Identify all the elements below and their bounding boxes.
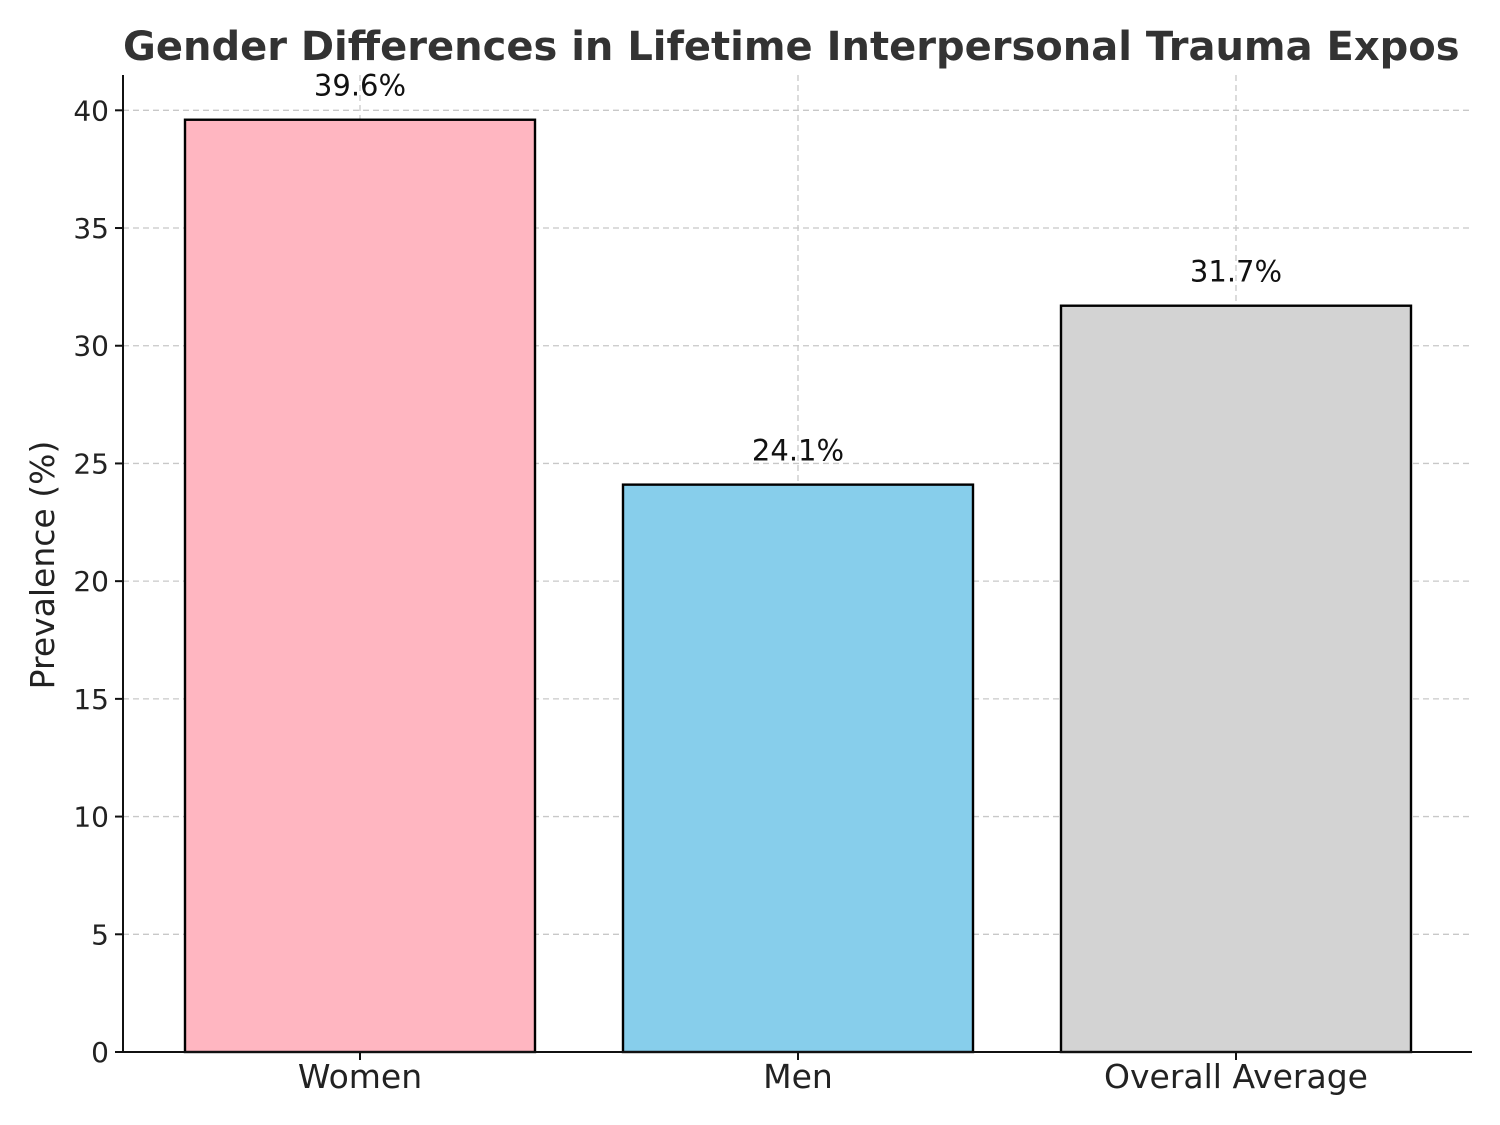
y-tick-label: 10 bbox=[73, 801, 109, 834]
y-ticks: 0 5 10 15 20 25 30 35 40 bbox=[73, 94, 123, 1069]
bar-women bbox=[183, 118, 537, 1054]
data-label: 31.7% bbox=[1190, 255, 1282, 289]
data-label: 24.1% bbox=[752, 434, 844, 468]
x-tick-label: Overall Average bbox=[1104, 1057, 1368, 1096]
bar-men bbox=[621, 483, 975, 1054]
bar-overall-average bbox=[1059, 304, 1413, 1054]
y-tick-label: 15 bbox=[73, 683, 109, 716]
bars bbox=[183, 118, 1413, 1054]
x-ticks: Women Men Overall Average bbox=[298, 1052, 1368, 1096]
chart-title: Gender Differences in Lifetime Interpers… bbox=[123, 24, 1460, 70]
x-tick-label: Women bbox=[298, 1057, 422, 1096]
y-tick-label: 25 bbox=[73, 447, 109, 480]
y-tick-label: 35 bbox=[73, 212, 109, 245]
data-label: 39.6% bbox=[314, 69, 406, 103]
value-labels: 39.6% 24.1% 31.7% bbox=[314, 69, 1282, 468]
y-tick-label: 20 bbox=[73, 565, 109, 598]
y-tick-label: 40 bbox=[73, 94, 109, 127]
y-tick-label: 0 bbox=[91, 1036, 109, 1069]
y-tick-label: 5 bbox=[91, 918, 109, 951]
y-tick-label: 30 bbox=[73, 330, 109, 363]
x-tick-label: Men bbox=[763, 1057, 833, 1096]
y-axis-label: Prevalence (%) bbox=[23, 441, 62, 690]
